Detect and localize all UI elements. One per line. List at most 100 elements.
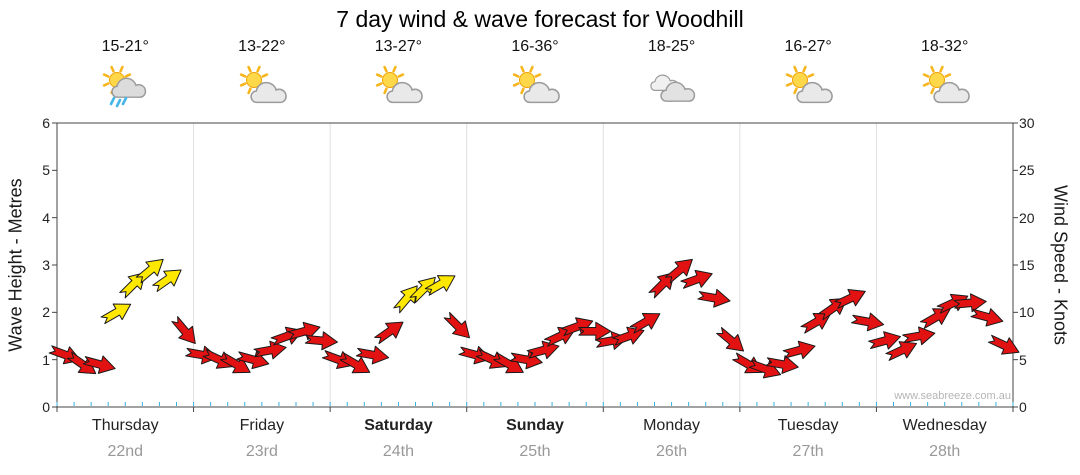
wind-arrow <box>648 272 675 299</box>
sun-cloud-icon <box>512 65 560 104</box>
wind-arrow <box>443 311 471 339</box>
cloud-icon <box>649 74 695 102</box>
day-name-label: Tuesday <box>777 417 839 434</box>
temperature-range: 13-22° <box>238 38 286 55</box>
wind-arrow <box>765 355 799 374</box>
wind-arrow <box>321 350 355 369</box>
day-header-monday: 18-25° <box>604 38 740 115</box>
cloud-icon <box>250 81 287 104</box>
day-date-label: 27th <box>792 443 824 460</box>
wind-arrow <box>119 272 146 299</box>
wind-arrow <box>953 293 987 313</box>
wind-arrow <box>171 316 196 345</box>
temperature-range: 15-21° <box>101 38 149 55</box>
sun-cloud-icon <box>376 65 424 104</box>
wind-arrow <box>253 340 287 360</box>
right-axis-tick: 30 <box>1019 115 1035 131</box>
cloud-icon <box>386 81 424 104</box>
wind-arrow <box>355 345 390 365</box>
cloud-icon <box>933 81 970 104</box>
day-name-label: Wednesday <box>902 417 987 434</box>
right-axis-tick: 20 <box>1019 209 1035 226</box>
cloud-icon <box>796 81 833 104</box>
sun-icon <box>512 65 542 95</box>
cloud-icon <box>523 81 560 104</box>
wind-arrow <box>664 258 693 284</box>
day-header-tuesday: 16-27° <box>740 38 876 115</box>
day-name-label: Thursday <box>91 417 159 434</box>
wind-arrow <box>885 341 918 361</box>
day-name-label: Friday <box>239 417 285 434</box>
temperature-range: 13-27° <box>374 38 423 55</box>
wind-arrow <box>202 348 235 369</box>
wind-arrow <box>782 340 816 360</box>
day-date-label: 22nd <box>107 443 144 460</box>
temperature-range: 16-27° <box>784 38 832 55</box>
temperature-range: 18-32° <box>921 38 969 55</box>
right-axis-tick: 0 <box>1019 399 1027 415</box>
left-axis-tick: 5 <box>42 162 50 179</box>
day-header-saturday: 13-27° <box>330 38 466 115</box>
wind-arrow <box>339 352 371 374</box>
day-date-label: 25th <box>519 443 551 460</box>
day-date-label: 26th <box>655 443 688 460</box>
right-axis-tick: 25 <box>1019 162 1035 179</box>
wind-arrow <box>374 321 404 345</box>
temperature-range: 16-36° <box>511 38 559 55</box>
cloud-icon <box>111 77 147 98</box>
day-name-label: Monday <box>643 417 701 434</box>
wind-arrow <box>919 308 951 329</box>
wind-arrow <box>152 269 182 292</box>
wind-arrow <box>100 303 132 325</box>
left-axis-tick: 4 <box>42 209 50 226</box>
sun-cloud-icon <box>785 65 833 104</box>
wind-arrow <box>987 334 1020 355</box>
wind-arrow <box>393 285 418 314</box>
day-header-sunday: 16-36° <box>467 38 603 115</box>
right-axis-tick: 15 <box>1019 257 1035 273</box>
wind-arrow <box>66 351 97 375</box>
wind-arrow <box>697 288 731 308</box>
right-axis-tick: 10 <box>1019 304 1035 321</box>
cloud-icon <box>659 81 695 102</box>
day-header-friday: 13-22° <box>194 38 330 115</box>
sun-cloud-rain-icon <box>103 65 147 108</box>
temperature-range: 18-25° <box>647 38 696 55</box>
wind-arrow <box>509 350 543 370</box>
wind-arrow <box>475 348 508 369</box>
sun-cloud-icon <box>922 65 970 104</box>
wind-arrow <box>970 308 1004 327</box>
wind-arrow <box>834 289 866 309</box>
chart-title: 7 day wind & wave forecast for Woodhill <box>336 6 744 32</box>
wind-arrow <box>304 331 339 351</box>
day-date-label: 24th <box>382 443 414 460</box>
day-header-thursday: 15-21° <box>57 38 193 115</box>
wind-arrow <box>629 313 661 334</box>
left-axis-tick: 0 <box>42 399 50 415</box>
watermark: www.seabreeze.com.au <box>894 390 1011 402</box>
day-date-label: 23rd <box>245 443 278 460</box>
wind-arrow <box>135 258 164 284</box>
right-axis-tick: 5 <box>1019 351 1027 368</box>
day-name-label: Sunday <box>506 417 564 434</box>
left-axis-tick: 3 <box>42 257 50 273</box>
left-axis-tick: 1 <box>42 351 50 368</box>
day-header-wednesday: 18-32° <box>877 38 1013 115</box>
wind-arrow <box>868 331 901 350</box>
sun-cloud-icon <box>239 65 287 104</box>
wind-arrow <box>526 340 560 360</box>
wind-arrow <box>680 269 713 289</box>
wind-arrow <box>424 275 456 296</box>
wind-arrow <box>850 312 885 332</box>
wind-arrow <box>287 321 321 341</box>
wind-arrow <box>716 327 745 352</box>
wind-arrow <box>936 293 969 314</box>
day-name-label: Saturday <box>364 417 433 434</box>
sun-icon <box>922 65 951 95</box>
rain-icon <box>109 96 128 108</box>
wind-arrow <box>902 326 936 346</box>
day-date-label: 28th <box>929 443 961 460</box>
left-axis-tick: 6 <box>42 115 50 131</box>
